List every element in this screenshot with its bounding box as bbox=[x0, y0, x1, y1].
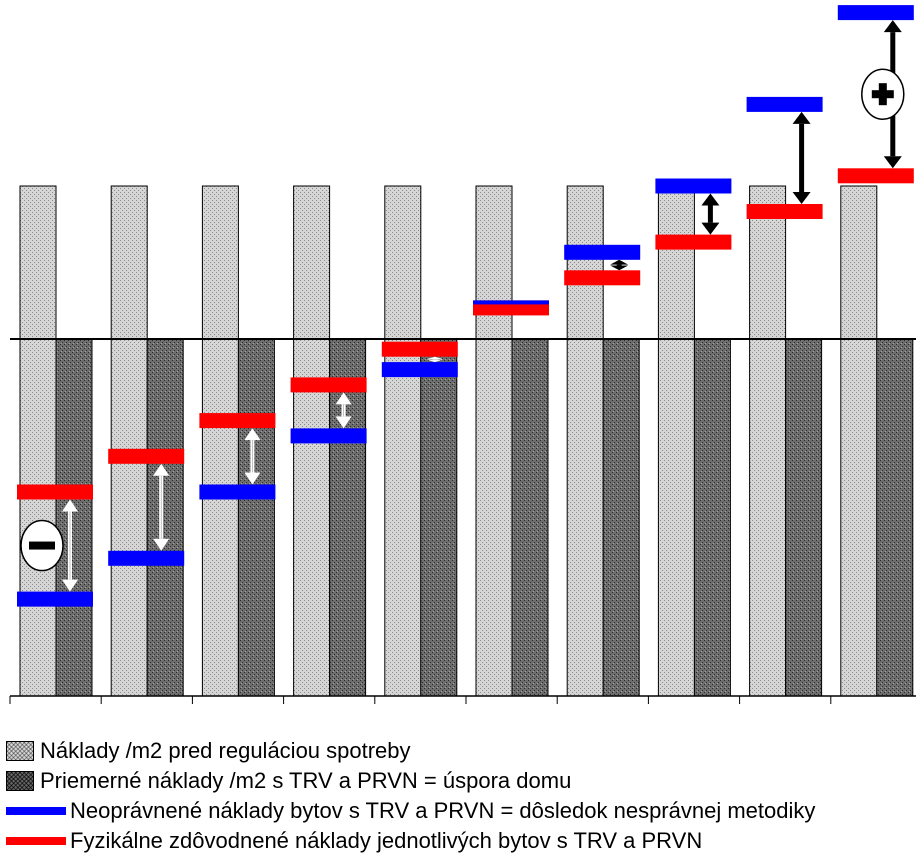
levels-layer bbox=[17, 5, 914, 607]
bar-light-3 bbox=[201, 185, 239, 697]
legend: Náklady /m2 pred reguláciou spotreby Pri… bbox=[6, 736, 916, 856]
legend-item-dark-bars: Priemerné náklady /m2 s TRV a PRVN = úsp… bbox=[6, 766, 916, 796]
arrow-head-down bbox=[244, 472, 261, 485]
diff-arrow-7 bbox=[610, 259, 629, 271]
bar-dark-2 bbox=[146, 338, 184, 697]
arrow-head-up bbox=[153, 463, 170, 476]
level-red-4 bbox=[290, 377, 367, 393]
level-blue-3 bbox=[199, 484, 276, 500]
arrow-head-down bbox=[792, 192, 811, 204]
legend-label: Priemerné náklady /m2 s TRV a PRVN = úsp… bbox=[40, 768, 572, 793]
level-blue-5 bbox=[381, 362, 458, 378]
axis-layer bbox=[9, 338, 916, 704]
level-blue-9 bbox=[746, 96, 823, 112]
legend-item-red-level: Fyzikálne zdôvodnené náklady jednotlivýc… bbox=[6, 826, 916, 856]
legend-label: Fyzikálne zdôvodnené náklady jednotlivýc… bbox=[70, 828, 703, 853]
arrow-head-up bbox=[883, 20, 902, 33]
level-blue-8 bbox=[655, 178, 732, 194]
level-blue-4 bbox=[290, 428, 367, 444]
arrow-head-down bbox=[883, 156, 902, 169]
bar-dark-7 bbox=[602, 338, 640, 697]
level-red-1 bbox=[17, 484, 93, 500]
legend-swatch-red-line bbox=[6, 837, 66, 845]
arrow-head-up bbox=[335, 392, 352, 405]
arrow-head-up bbox=[244, 428, 261, 441]
bar-dark-4 bbox=[329, 338, 367, 697]
level-red-10 bbox=[837, 168, 914, 184]
legend-swatch-blue-line bbox=[6, 807, 66, 815]
diff-arrow-8 bbox=[701, 193, 720, 235]
legend-item-blue-level: Neoprávnené náklady bytov s TRV a PRVN =… bbox=[6, 796, 916, 826]
bar-dark-1 bbox=[55, 338, 93, 697]
level-red-2 bbox=[108, 448, 185, 464]
bar-light-9 bbox=[749, 185, 787, 697]
arrow-head-down bbox=[153, 538, 170, 551]
annotations-layer bbox=[20, 68, 905, 572]
level-blue-1 bbox=[17, 591, 93, 607]
arrow-head-down bbox=[62, 579, 78, 592]
diff-arrow-5 bbox=[426, 356, 443, 363]
diff-arrow-9 bbox=[792, 111, 811, 204]
minus-circle-icon bbox=[20, 519, 64, 572]
diff-arrow-4 bbox=[335, 392, 352, 429]
level-red-7 bbox=[564, 270, 641, 286]
legend-label: Náklady /m2 pred reguláciou spotreby bbox=[40, 738, 411, 763]
arrow-head-down bbox=[335, 416, 352, 429]
minus-horizontal bbox=[29, 541, 55, 550]
bar-light-5 bbox=[384, 185, 422, 697]
legend-swatch-dark-pattern bbox=[6, 771, 34, 791]
level-blue-7 bbox=[564, 244, 641, 260]
bar-dark-5 bbox=[420, 338, 458, 697]
bar-dark-6 bbox=[511, 338, 549, 697]
bar-dark-8 bbox=[693, 338, 731, 697]
arrow-head-up bbox=[610, 259, 629, 265]
bar-light-7 bbox=[566, 185, 604, 697]
level-red-5 bbox=[381, 341, 458, 357]
level-blue-6 bbox=[473, 300, 549, 305]
diff-arrow-2 bbox=[153, 463, 170, 551]
level-red-8 bbox=[655, 234, 732, 250]
bar-light-10 bbox=[840, 185, 878, 697]
level-blue-2 bbox=[108, 550, 185, 566]
legend-item-light-bars: Náklady /m2 pred reguláciou spotreby bbox=[6, 736, 916, 766]
arrow-head-up bbox=[701, 193, 720, 206]
bar-light-1 bbox=[19, 185, 57, 697]
diff-arrow-1 bbox=[62, 499, 78, 592]
arrow-head-down bbox=[610, 265, 629, 271]
plus-circle-icon bbox=[861, 68, 905, 120]
arrow-head-up bbox=[62, 499, 78, 512]
bar-light-8 bbox=[657, 185, 695, 697]
bar-dark-3 bbox=[237, 338, 275, 697]
legend-label: Neoprávnené náklady bytov s TRV a PRVN =… bbox=[70, 798, 816, 823]
plus-vertical bbox=[878, 83, 887, 106]
bar-dark-9 bbox=[785, 338, 823, 697]
bar-dark-10 bbox=[876, 338, 914, 697]
level-red-3 bbox=[199, 413, 276, 429]
arrow-head-up bbox=[426, 356, 443, 360]
bar-light-2 bbox=[110, 185, 148, 697]
chart bbox=[9, 5, 916, 704]
arrow-head-up bbox=[792, 111, 811, 124]
level-red-9 bbox=[746, 204, 823, 219]
arrow-head-down bbox=[426, 359, 443, 363]
legend-swatch-light-pattern bbox=[6, 741, 34, 761]
diff-arrow-3 bbox=[244, 428, 261, 485]
bar-light-6 bbox=[475, 185, 513, 697]
arrow-head-down bbox=[701, 222, 720, 235]
level-blue-10 bbox=[837, 5, 914, 21]
bars-layer bbox=[19, 185, 914, 697]
